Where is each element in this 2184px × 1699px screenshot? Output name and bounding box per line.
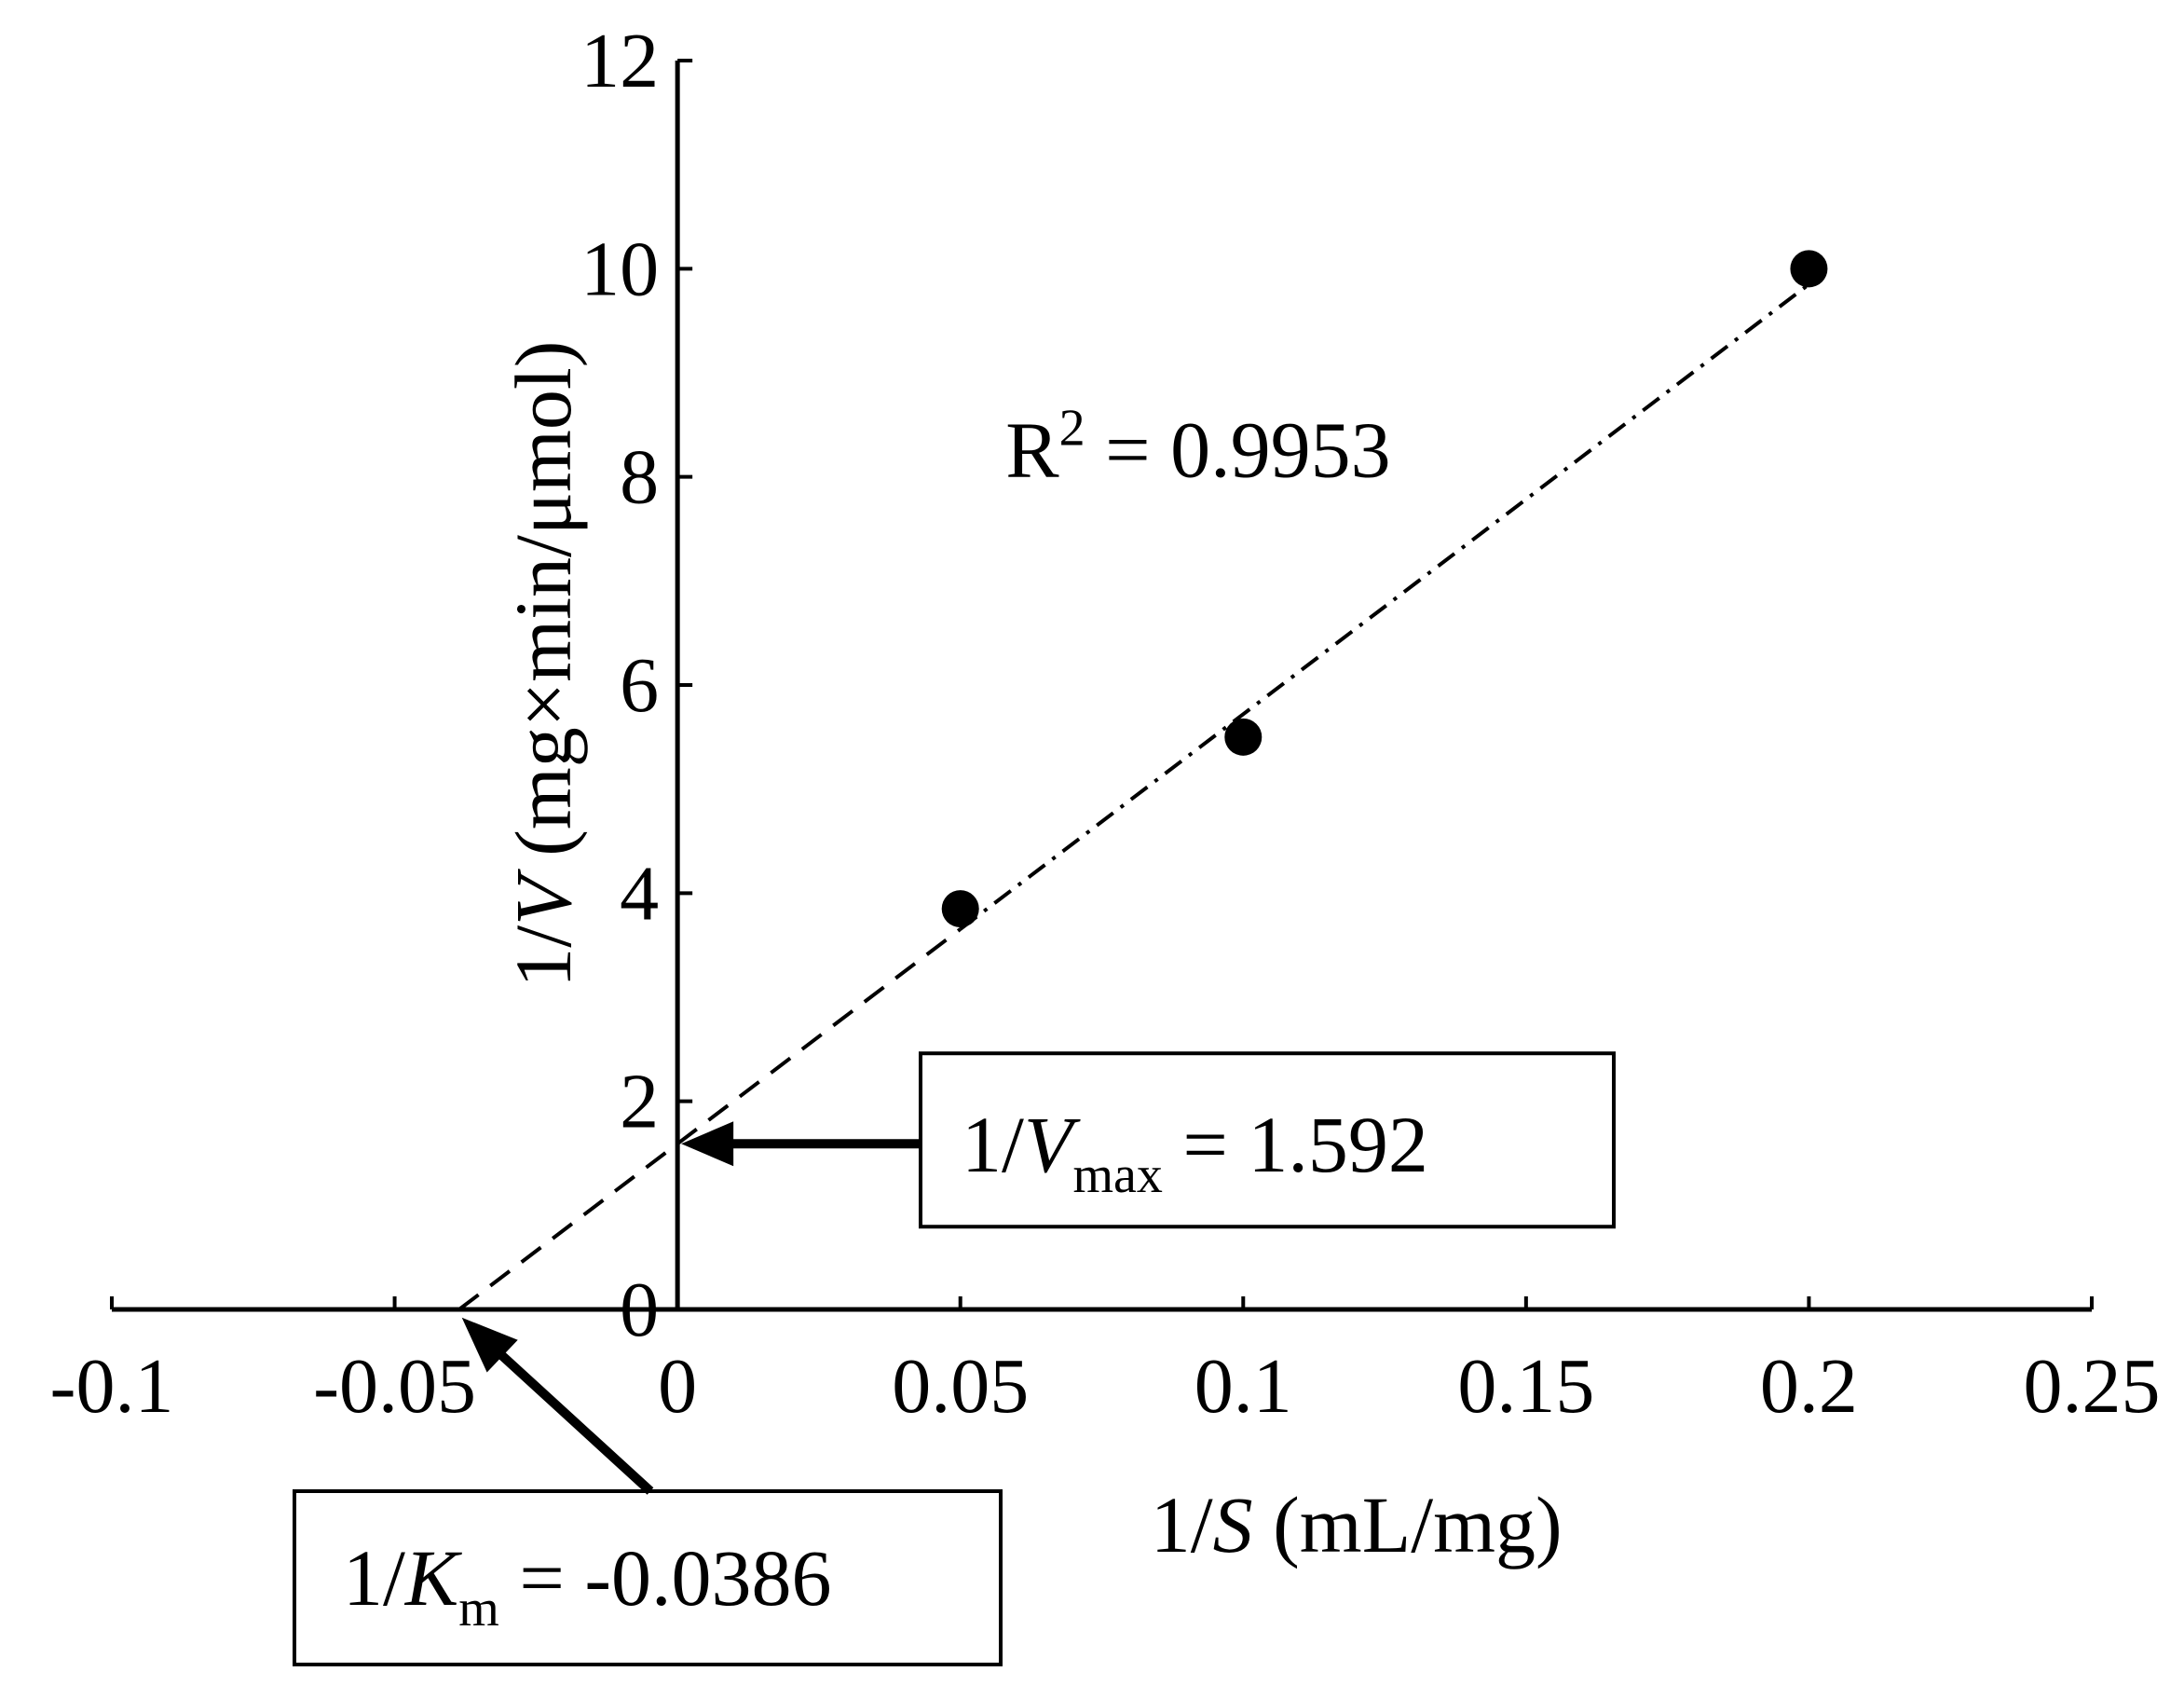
fit-line-data-range [959,282,1810,931]
vmax-box [919,1051,1616,1229]
km-arrowhead [461,1317,518,1373]
x-tick-label: 0.2 [1760,1343,1858,1430]
x-axis-title: 1/S (mL/mg) [1151,1480,1563,1569]
fit-line-extrapolated [457,927,962,1311]
km-label: 1/Km = -0.0386 [343,1533,831,1637]
y-tick-label: 0 [620,1267,659,1353]
r-squared-annotation: R2 = 0.9953 [1005,400,1390,495]
x-axis-title-unit: (mL/mg) [1253,1480,1563,1569]
y-tick-label: 12 [580,18,659,104]
data-point [1790,250,1828,288]
y-axis-title: 1/V (mg×min/μmol) [498,341,588,988]
km-var: K [403,1533,463,1623]
vmax-value: = 1.592 [1163,1100,1428,1189]
y-tick-label: 4 [620,850,659,937]
x-tick-label: -0.1 [50,1343,174,1430]
x-tick-label: 0.15 [1457,1343,1594,1430]
vmax-label: 1/Vmax = 1.592 [962,1100,1428,1204]
vmax-annotation: 1/Vmax = 1.592 [681,1051,1616,1229]
x-axis-title-prefix: 1/ [1151,1480,1213,1569]
r-squared-value: = 0.9953 [1085,405,1391,495]
vmax-prefix: 1/ [962,1100,1024,1189]
vmax-sub: max [1072,1146,1162,1204]
fit-line [457,282,1810,1311]
x-axis-title-var: S [1213,1480,1253,1569]
y-axis-title-var: V [498,869,588,925]
r-squared-sup: 2 [1059,400,1085,458]
r-squared-label: R [1005,405,1059,495]
x-tick-label: 0.05 [892,1343,1029,1430]
km-box [293,1489,1003,1666]
x-tick-label: 0.1 [1194,1343,1292,1430]
x-tick-label: 0 [658,1343,697,1430]
y-tick-label: 10 [580,226,659,312]
km-value: = -0.0386 [499,1533,832,1623]
km-arrow [494,1347,654,1495]
data-point [941,890,979,928]
x-tick-label: 0.25 [2024,1343,2161,1430]
y-ticks: 0 2 4 6 8 10 12 [580,18,693,1353]
vmax-var: V [1024,1100,1081,1189]
y-tick-label: 2 [620,1059,659,1145]
y-axis-title-unit: (mg×min/μmol) [498,341,588,877]
data-point [1224,718,1263,756]
x-ticks: -0.1 -0.05 0 0.05 0.1 0.15 0.2 0.25 [50,1296,2161,1430]
km-sub: m [458,1580,499,1637]
y-tick-label: 6 [620,642,659,729]
y-axis-title-prefix: 1/ [498,925,588,988]
vmax-arrowhead [681,1121,734,1167]
x-tick-label: -0.05 [313,1343,476,1430]
data-points [941,250,1828,928]
y-tick-label: 8 [620,434,659,521]
km-prefix: 1/ [343,1533,405,1623]
km-annotation: 1/Km = -0.0386 [293,1317,1003,1666]
